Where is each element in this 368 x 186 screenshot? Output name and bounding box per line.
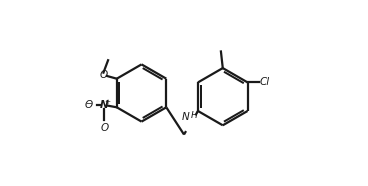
- Text: O: O: [99, 70, 107, 80]
- Text: −: −: [86, 99, 92, 108]
- Text: O: O: [100, 123, 109, 133]
- Text: N: N: [182, 112, 190, 122]
- Text: Cl: Cl: [259, 77, 270, 87]
- Text: O: O: [84, 100, 92, 110]
- Text: +: +: [105, 99, 111, 105]
- Text: H: H: [191, 111, 198, 120]
- Text: N: N: [100, 100, 109, 110]
